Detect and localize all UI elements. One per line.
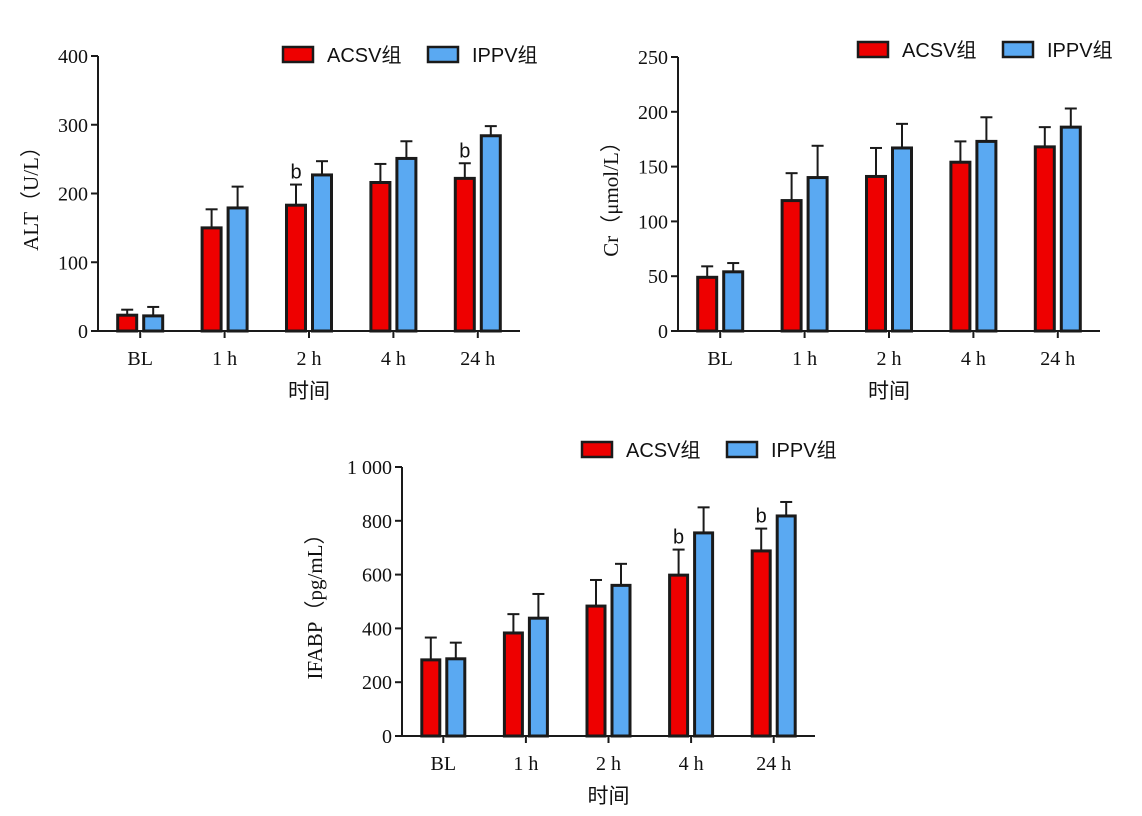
x-tick-label: 1 h — [212, 348, 237, 370]
x-tick-label: 4 h — [679, 753, 704, 775]
legend-swatch — [426, 45, 460, 64]
y-tick-label: 400 — [362, 618, 392, 640]
chart-2: 0 50 100 150 200 250 Cr（μmol/L） BL 1 h 2 h 4 h 24 h… — [599, 39, 1113, 403]
legend-swatch — [281, 45, 315, 64]
bar-a — [285, 203, 307, 333]
y-tick-label: 400 — [58, 46, 88, 68]
x-tick-label: 1 h — [792, 348, 817, 370]
bar-b — [445, 657, 467, 738]
x-tick-label: 2 h — [877, 348, 902, 370]
bar-a — [585, 604, 607, 738]
y-tick-label: 150 — [638, 157, 668, 179]
bar-a — [750, 549, 772, 738]
x-tick-label: BL — [127, 348, 153, 370]
bar-b — [1059, 125, 1082, 333]
y-tick-label: 0 — [658, 321, 668, 343]
legend-swatch — [725, 440, 759, 459]
bar-a — [1033, 145, 1056, 333]
y-tick-label: 800 — [362, 511, 392, 533]
bar-a — [453, 176, 476, 333]
legend-label: ACSV组 — [626, 439, 700, 462]
x-tick-label: 24 h — [1040, 348, 1075, 370]
bar-b — [142, 314, 165, 333]
legend-label: ACSV组 — [327, 44, 401, 67]
y-tick-label: 0 — [78, 321, 88, 343]
legend-swatch — [1001, 40, 1035, 59]
legend-label: IPPV组 — [1047, 39, 1113, 62]
bar-a — [502, 631, 524, 738]
bar-b — [226, 206, 249, 333]
bar-a — [949, 160, 972, 333]
x-tick-label: 1 h — [513, 753, 538, 775]
bar-a — [420, 658, 442, 738]
bar-b — [527, 616, 549, 738]
bar-a — [865, 174, 887, 333]
y-tick-label: 100 — [638, 211, 668, 233]
legend: ACSV组 IPPV组 — [856, 39, 1113, 62]
x-tick-label: 2 h — [297, 348, 322, 370]
chart-1: 0 100 200 300 400 ALT（U/L） BL 1 h 2 h 4 h 24 h 时间 b b… — [19, 44, 538, 403]
bar-a — [780, 199, 803, 333]
bar-a — [116, 313, 139, 333]
y-tick-label: 50 — [648, 266, 668, 288]
y-tick-label: 300 — [58, 115, 88, 137]
bar-a — [200, 226, 223, 333]
x-axis-label: 时间 — [288, 380, 330, 403]
x-tick-label: BL — [431, 753, 457, 775]
bar-b — [775, 514, 797, 738]
y-tick-label: 250 — [638, 47, 668, 69]
significance-label: b — [290, 162, 301, 184]
legend-label: ACSV组 — [902, 39, 976, 62]
y-tick-label: 200 — [58, 184, 88, 206]
significance-label: b — [673, 527, 684, 549]
chart-3: 0 200 400 600 800 1 000 IFABP（pg/mL） BL 1 h 2 h 4 … — [303, 439, 837, 808]
x-tick-label: 24 h — [756, 753, 791, 775]
bar-b — [395, 156, 418, 333]
bar-b — [891, 146, 913, 333]
y-tick-label: 100 — [58, 252, 88, 274]
bar-b — [722, 270, 745, 333]
legend: ACSV组 IPPV组 — [580, 439, 837, 462]
x-tick-label: 2 h — [596, 753, 621, 775]
bar-b — [975, 139, 998, 333]
y-tick-label: 1 000 — [347, 457, 392, 479]
bar-a — [369, 181, 392, 333]
legend-swatch — [580, 440, 614, 459]
bar-a — [696, 275, 719, 333]
y-tick-label: 200 — [638, 102, 668, 124]
bar-b — [610, 583, 632, 738]
y-tick-label: 600 — [362, 565, 392, 587]
bar-b — [311, 173, 333, 333]
bar-b — [806, 176, 829, 333]
y-axis-label: ALT（U/L） — [19, 136, 43, 251]
legend-label: IPPV组 — [472, 44, 538, 67]
bar-b — [479, 134, 502, 333]
y-tick-label: 200 — [362, 672, 392, 694]
x-tick-label: 4 h — [381, 348, 406, 370]
x-tick-label: 4 h — [961, 348, 986, 370]
significance-label: b — [459, 140, 470, 162]
bar-a — [668, 573, 690, 738]
x-axis-label: 时间 — [588, 785, 630, 808]
x-tick-label: 24 h — [460, 348, 495, 370]
y-axis-label: IFABP（pg/mL） — [303, 524, 327, 680]
legend-label: IPPV组 — [771, 439, 837, 462]
legend-swatch — [856, 40, 890, 59]
y-axis-label: Cr（μmol/L） — [599, 131, 623, 257]
bar-b — [693, 531, 715, 738]
significance-label: b — [756, 506, 767, 528]
y-tick-label: 0 — [382, 726, 392, 748]
x-axis-label: 时间 — [868, 380, 910, 403]
legend: ACSV组 IPPV组 — [281, 44, 538, 67]
x-tick-label: BL — [707, 348, 733, 370]
